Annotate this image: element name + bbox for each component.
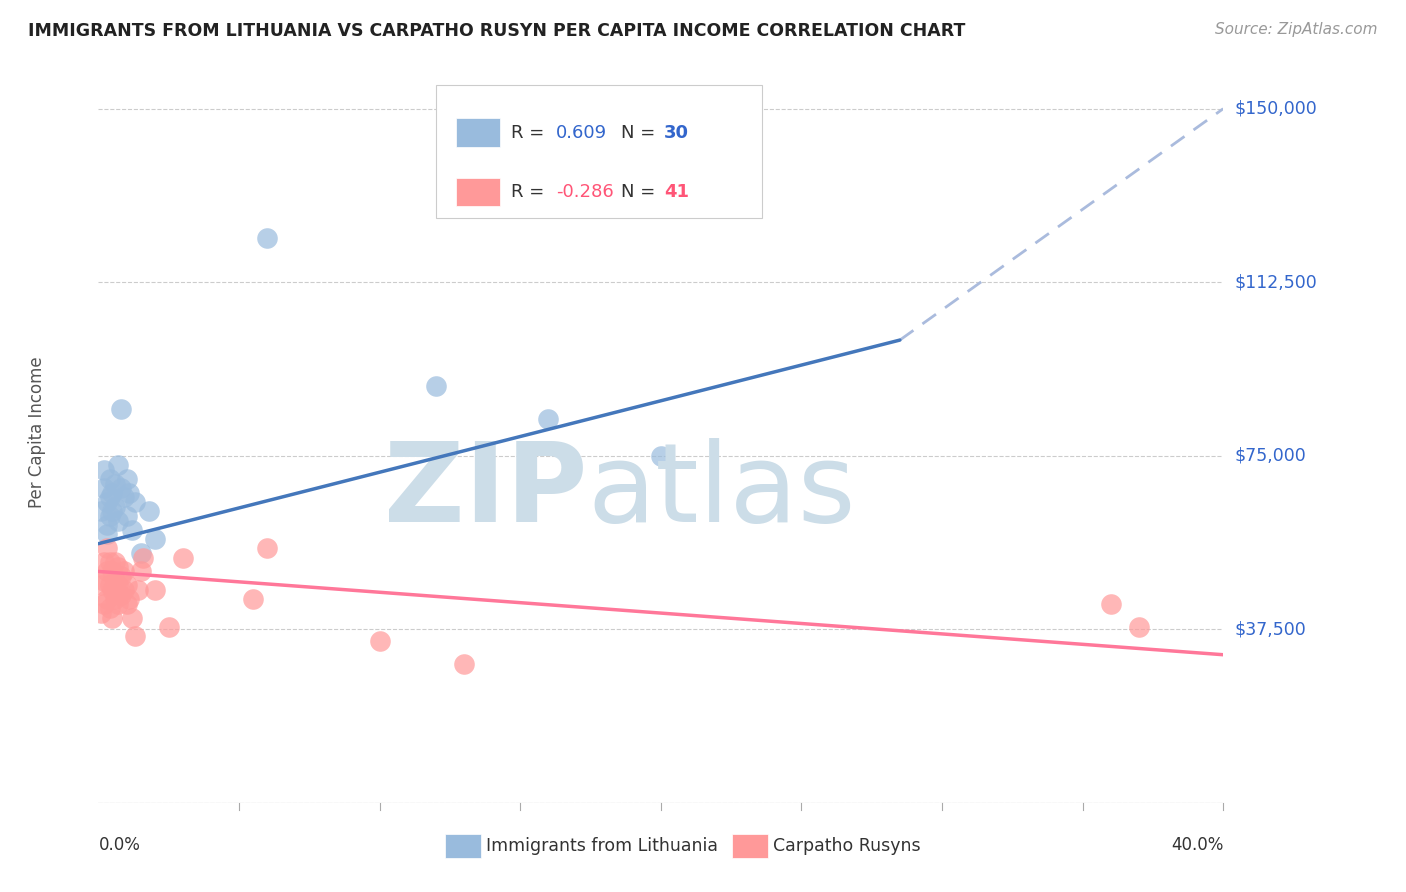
Point — [1128, 620, 1150, 634]
Text: 0.609: 0.609 — [557, 124, 607, 142]
Point — [121, 610, 143, 624]
Point — [93, 462, 115, 476]
Point — [90, 504, 112, 518]
Point — [96, 565, 118, 579]
Text: 0.0%: 0.0% — [98, 836, 141, 855]
Text: $150,000: $150,000 — [1234, 100, 1317, 118]
Text: N =: N = — [621, 183, 661, 201]
Text: IMMIGRANTS FROM LITHUANIA VS CARPATHO RUSYN PER CAPITA INCOME CORRELATION CHART: IMMIGRANTS FROM LITHUANIA VS CARPATHO RU… — [28, 22, 966, 40]
Point — [98, 601, 121, 615]
Point — [425, 379, 447, 393]
Point — [107, 597, 129, 611]
Point — [93, 574, 115, 588]
Point — [101, 485, 124, 500]
Point — [90, 578, 112, 592]
Point — [104, 574, 127, 588]
Point — [368, 633, 391, 648]
FancyBboxPatch shape — [436, 85, 762, 218]
Text: 40.0%: 40.0% — [1171, 836, 1223, 855]
Point — [157, 620, 180, 634]
Text: Source: ZipAtlas.com: Source: ZipAtlas.com — [1215, 22, 1378, 37]
Point — [93, 597, 115, 611]
Text: Per Capita Income: Per Capita Income — [28, 357, 45, 508]
Point — [90, 606, 112, 620]
Point — [104, 555, 127, 569]
Point — [453, 657, 475, 671]
Point — [132, 550, 155, 565]
Point — [93, 481, 115, 495]
Point — [650, 449, 672, 463]
Point — [112, 582, 135, 597]
Point — [98, 491, 121, 505]
Point — [118, 485, 141, 500]
Point — [112, 491, 135, 505]
Text: R =: R = — [512, 183, 550, 201]
Text: Immigrants from Lithuania: Immigrants from Lithuania — [486, 837, 718, 855]
FancyBboxPatch shape — [444, 834, 481, 857]
FancyBboxPatch shape — [456, 178, 501, 206]
Point — [98, 472, 121, 486]
Point — [121, 523, 143, 537]
Text: -0.286: -0.286 — [557, 183, 614, 201]
Text: N =: N = — [621, 124, 661, 142]
Point — [143, 582, 166, 597]
Point — [118, 592, 141, 607]
Point — [104, 592, 127, 607]
Point — [172, 550, 194, 565]
Text: atlas: atlas — [588, 438, 856, 545]
Text: 41: 41 — [664, 183, 689, 201]
Point — [115, 578, 138, 592]
FancyBboxPatch shape — [456, 119, 501, 147]
Point — [93, 555, 115, 569]
Point — [115, 472, 138, 486]
Point — [110, 481, 132, 495]
Point — [96, 541, 118, 556]
Point — [96, 518, 118, 533]
Point — [98, 555, 121, 569]
Point — [138, 504, 160, 518]
Point — [110, 402, 132, 417]
Point — [107, 458, 129, 472]
Point — [537, 411, 560, 425]
Point — [96, 495, 118, 509]
Point — [107, 559, 129, 574]
Point — [101, 565, 124, 579]
Point — [112, 565, 135, 579]
Text: $75,000: $75,000 — [1234, 447, 1306, 465]
Point — [110, 569, 132, 583]
Text: Carpatho Rusyns: Carpatho Rusyns — [773, 837, 921, 855]
Text: 30: 30 — [664, 124, 689, 142]
Point — [107, 578, 129, 592]
Point — [98, 578, 121, 592]
Point — [256, 231, 278, 245]
Point — [96, 527, 118, 541]
Point — [104, 476, 127, 491]
Point — [98, 508, 121, 523]
Text: R =: R = — [512, 124, 550, 142]
Point — [256, 541, 278, 556]
Text: $37,500: $37,500 — [1234, 620, 1306, 639]
Point — [96, 592, 118, 607]
Point — [104, 500, 127, 514]
Point — [115, 508, 138, 523]
Point — [115, 597, 138, 611]
Point — [129, 565, 152, 579]
Point — [124, 495, 146, 509]
Point — [101, 610, 124, 624]
Text: ZIP: ZIP — [384, 438, 588, 545]
Point — [143, 532, 166, 546]
Point — [127, 582, 149, 597]
FancyBboxPatch shape — [731, 834, 768, 857]
Text: $112,500: $112,500 — [1234, 273, 1317, 291]
Point — [129, 546, 152, 560]
Point — [1099, 597, 1122, 611]
Point — [124, 629, 146, 643]
Point — [101, 582, 124, 597]
Point — [242, 592, 264, 607]
Point — [110, 588, 132, 602]
Point — [107, 514, 129, 528]
Point — [101, 504, 124, 518]
